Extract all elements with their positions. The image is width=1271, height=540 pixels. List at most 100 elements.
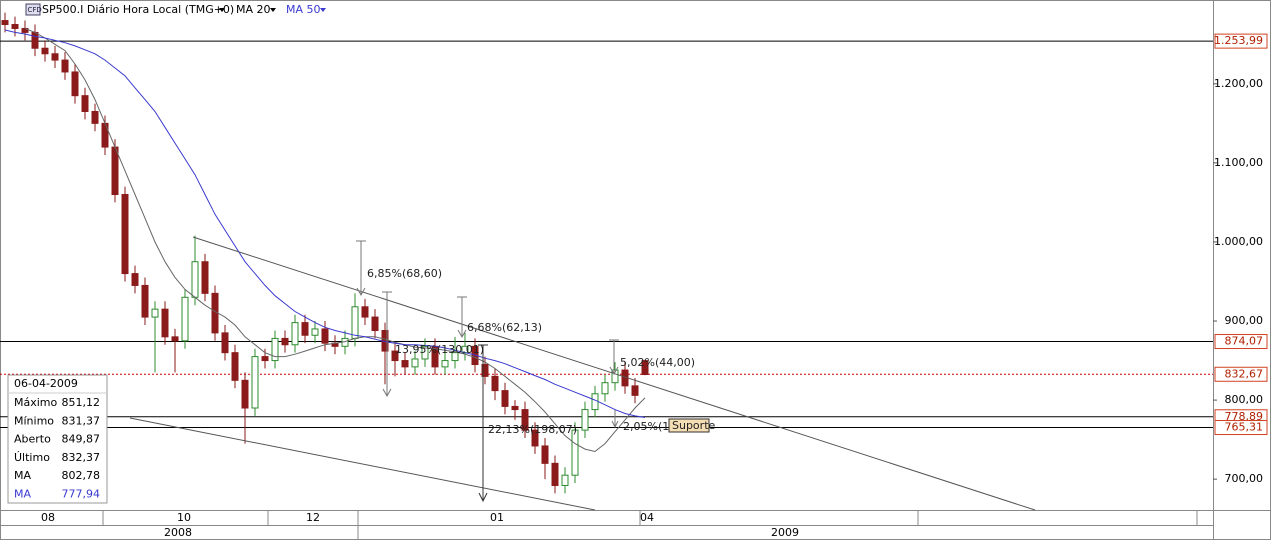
candle-body	[221, 332, 229, 354]
badge-text: CFD	[28, 6, 42, 14]
candle-body	[531, 429, 539, 447]
annotation: Suporte	[672, 419, 716, 432]
annotation: 22,13%(198,07)	[488, 423, 577, 436]
candle-body	[491, 375, 499, 392]
level-label: 1.253,99	[1214, 34, 1263, 47]
candle-body	[581, 409, 589, 431]
dropdown[interactable]	[320, 8, 326, 12]
y-tick-label: 1.200,00	[1214, 77, 1263, 90]
info-label: Mínimo	[14, 414, 54, 427]
info-label: Máximo	[14, 396, 58, 409]
info-value: 802,78	[62, 469, 101, 482]
level-label-box	[1214, 334, 1268, 350]
candle-body	[241, 379, 249, 409]
candle-body	[191, 261, 199, 298]
candle-body	[451, 352, 459, 362]
info-value: 831,37	[62, 414, 101, 427]
level-label: 874,07	[1225, 335, 1264, 348]
indicator[interactable]: MA 20	[236, 3, 271, 16]
dropdown[interactable]	[219, 8, 225, 12]
candle-body	[641, 360, 649, 375]
candle-body	[271, 337, 279, 362]
candle-body	[631, 385, 639, 396]
info-box-frame	[7, 374, 108, 504]
dropdown[interactable]	[270, 8, 276, 12]
candle-body	[51, 53, 59, 61]
moving-average	[4, 29, 646, 418]
support-label-box	[668, 418, 710, 433]
candle-body	[591, 393, 599, 411]
indicator[interactable]: MA 50	[286, 3, 321, 16]
trend-line	[129, 417, 596, 511]
candle-body	[521, 409, 529, 431]
y-tick-label: 1.000,00	[1214, 235, 1263, 248]
info-value: 851,12	[62, 396, 101, 409]
candle-body	[421, 345, 429, 360]
y-tick-label: 1.100,00	[1214, 156, 1263, 169]
year-label: 2008	[164, 526, 192, 539]
arrow	[609, 339, 619, 376]
candle-body	[371, 316, 379, 332]
candle-body	[161, 308, 169, 338]
candle-body	[101, 122, 109, 148]
candle-body	[281, 337, 289, 346]
annotation: 5,02%(44,00)	[620, 356, 695, 369]
level-label-box	[1214, 420, 1268, 436]
y-tick-label: 700,00	[1225, 472, 1264, 485]
candle-body	[11, 24, 19, 29]
arrow	[382, 291, 392, 398]
candle-body	[131, 273, 139, 286]
candle-body	[171, 336, 179, 342]
candle-body	[361, 306, 369, 318]
candle-body	[61, 59, 69, 73]
candle-body	[391, 350, 399, 362]
candle-body	[181, 296, 189, 342]
info-box: 06-04-2009 Máximo 851,12 Mínimo 831,37 Abert…	[7, 374, 108, 504]
x-tick-label: 01	[490, 511, 504, 524]
candle-body	[151, 308, 159, 318]
candle-body	[251, 356, 259, 409]
x-tick-label: 04	[640, 511, 654, 524]
info-label: MA	[14, 469, 31, 482]
year-label: 2009	[771, 526, 799, 539]
measure-arrows	[356, 240, 619, 503]
candle-body	[511, 405, 519, 411]
candle-body	[1, 20, 9, 26]
candle-body	[91, 110, 99, 124]
info-label: Aberto	[14, 433, 51, 446]
moving-average	[24, 28, 646, 453]
candle-body	[291, 322, 299, 346]
candle-body	[481, 364, 489, 377]
candle-body	[501, 390, 509, 407]
candle-body	[111, 146, 119, 196]
annotation: 13,95%(130,01)	[395, 343, 484, 356]
candle-body	[561, 474, 569, 486]
level-label: 778,89	[1225, 410, 1264, 423]
candle-body	[141, 284, 149, 318]
arrow	[457, 296, 467, 339]
info-date: 06-04-2009	[14, 377, 78, 390]
info-label: MA	[14, 488, 31, 501]
candle-body	[541, 445, 549, 464]
candle-body	[411, 358, 419, 368]
chart-title[interactable]: SP500.I Diário Hora Local (TMG+0)	[42, 3, 234, 16]
arrow	[611, 410, 619, 429]
info-value: 849,87	[62, 433, 101, 446]
candle-body	[301, 322, 309, 336]
info-value: 777,94	[62, 488, 101, 501]
candle-body	[611, 369, 619, 384]
candle-body	[31, 31, 39, 49]
candle-body	[201, 261, 209, 294]
annotation: 6,85%(68,60)	[367, 267, 442, 280]
candle-body	[311, 328, 319, 336]
candle-body	[601, 382, 609, 395]
arrow	[478, 344, 488, 503]
arrow	[356, 240, 366, 297]
candle-body	[41, 47, 49, 55]
y-tick-label: 900,00	[1225, 314, 1264, 327]
candle-body	[401, 360, 409, 368]
y-tick-label: 800,00	[1225, 393, 1264, 406]
